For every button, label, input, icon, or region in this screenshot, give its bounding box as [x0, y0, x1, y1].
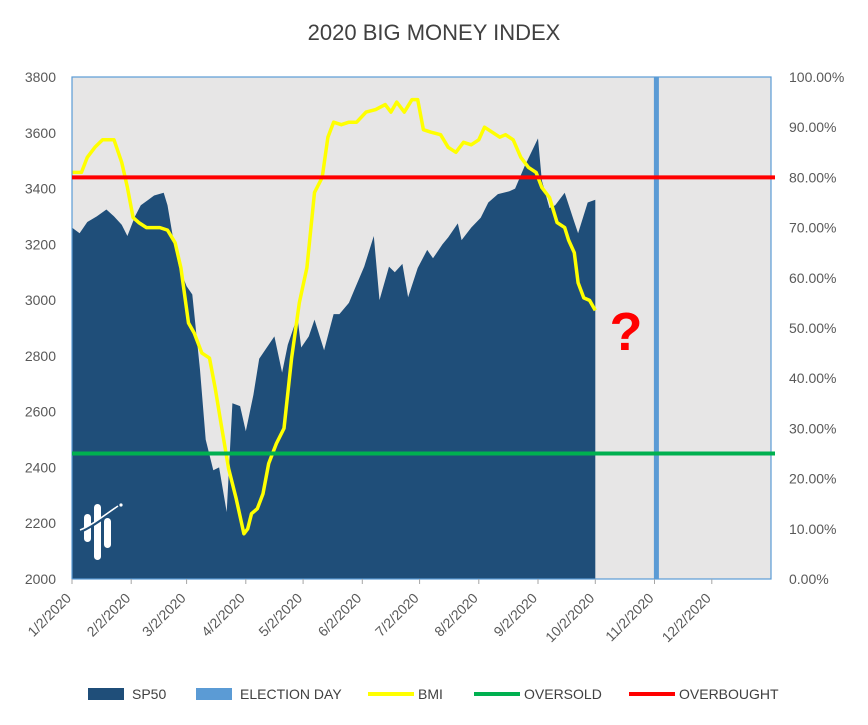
x-tick-label: 3/2/2020 — [139, 590, 189, 640]
y-left-tick-label: 2800 — [25, 348, 56, 364]
plot-frame — [71, 76, 772, 580]
y-right-tick-label: 100.00% — [789, 69, 844, 85]
legend-swatch — [88, 688, 124, 700]
election-day-line — [653, 77, 659, 579]
x-tick-label: 4/2/2020 — [198, 590, 248, 640]
y-left-tick-label: 3400 — [25, 181, 56, 197]
y-right-tick-label: 40.00% — [789, 370, 836, 386]
legend-label: SP50 — [132, 686, 166, 702]
y-right-tick-label: 20.00% — [789, 471, 836, 487]
x-tick-label: 2/2/2020 — [83, 590, 133, 640]
y-left-tick-label: 2000 — [25, 571, 56, 587]
sp50-area — [72, 138, 596, 579]
legend-label: OVERSOLD — [524, 686, 602, 702]
legend-swatch — [196, 688, 232, 700]
logo-icon — [78, 503, 123, 560]
x-tick-label: 8/2/2020 — [431, 590, 481, 640]
legend-label: ELECTION DAY — [240, 686, 342, 702]
legend-label: BMI — [418, 686, 443, 702]
y-left-tick-label: 2200 — [25, 515, 56, 531]
y-right-tick-label: 10.00% — [789, 521, 836, 537]
x-tick-label: 7/2/2020 — [372, 590, 422, 640]
y-left-tick-label: 3200 — [25, 236, 56, 252]
y-right-tick-label: 70.00% — [789, 220, 836, 236]
x-tick-label: 10/2/2020 — [542, 590, 598, 646]
bmi-line — [72, 97, 597, 536]
y-left-tick-label: 3000 — [25, 292, 56, 308]
question-mark-annotation: ? — [610, 302, 643, 362]
y-right-tick-label: 80.00% — [789, 169, 836, 185]
y-right-tick-label: 30.00% — [789, 420, 836, 436]
legend-label: OVERBOUGHT — [679, 686, 779, 702]
x-tick-label: 12/2/2020 — [659, 590, 715, 646]
y-right-tick-label: 60.00% — [789, 270, 836, 286]
y-left-tick-label: 2400 — [25, 459, 56, 475]
y-right-tick-label: 50.00% — [789, 320, 836, 336]
y-right-tick-label: 0.00% — [789, 571, 829, 587]
x-tick-label: 5/2/2020 — [255, 590, 305, 640]
y-left-tick-label: 3600 — [25, 125, 56, 141]
y-left-tick-label: 3800 — [25, 69, 56, 85]
y-left-tick-label: 2600 — [25, 404, 56, 420]
x-tick-label: 11/2/2020 — [602, 590, 657, 645]
x-tick-label: 6/2/2020 — [315, 590, 365, 640]
y-right-tick-label: 90.00% — [789, 119, 836, 135]
chart-title: 2020 BIG MONEY INDEX — [307, 20, 561, 45]
x-tick-label: 1/2/2020 — [24, 590, 74, 640]
x-tick-label: 9/2/2020 — [490, 590, 540, 640]
